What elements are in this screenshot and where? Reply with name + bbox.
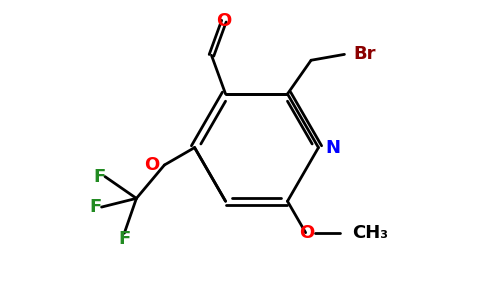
Text: O: O <box>144 156 160 174</box>
Text: F: F <box>90 198 102 216</box>
Text: O: O <box>216 12 231 30</box>
Text: N: N <box>326 139 341 157</box>
Text: F: F <box>118 230 131 248</box>
Text: Br: Br <box>353 45 376 63</box>
Text: O: O <box>299 224 314 242</box>
Text: F: F <box>93 168 106 186</box>
Text: CH₃: CH₃ <box>352 224 389 242</box>
